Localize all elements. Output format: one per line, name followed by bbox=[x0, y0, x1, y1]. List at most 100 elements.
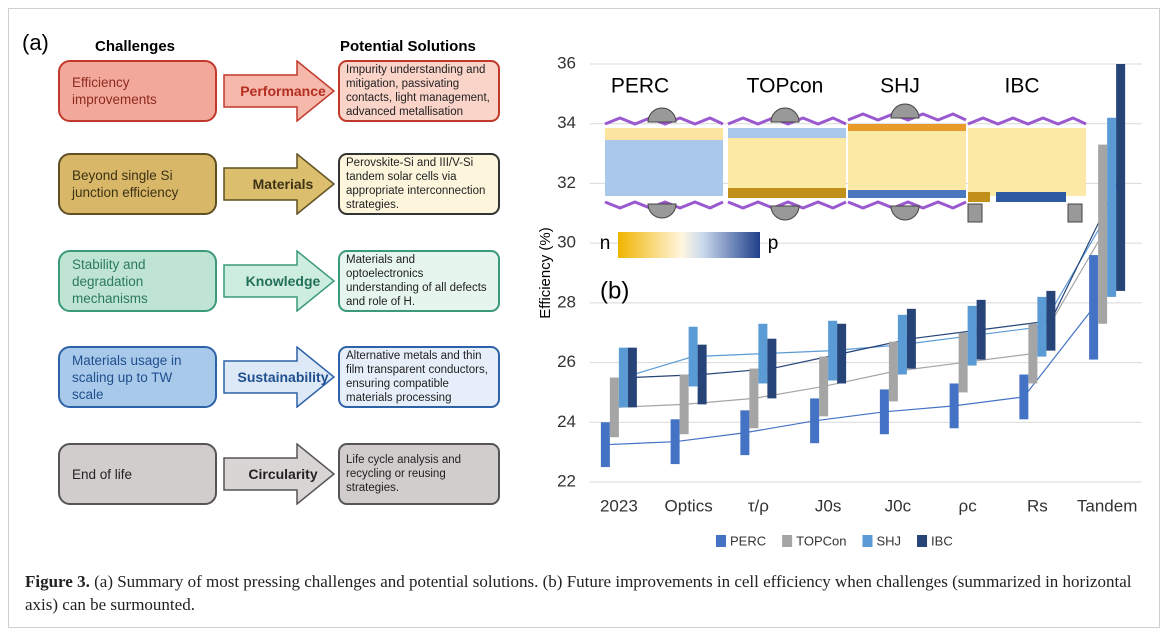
bar bbox=[1116, 64, 1126, 291]
legend-swatch bbox=[716, 535, 726, 547]
bar bbox=[1098, 144, 1108, 324]
cell-layer bbox=[728, 128, 846, 138]
y-tick-label: 30 bbox=[557, 233, 576, 252]
x-tick-label: Rs bbox=[1027, 496, 1048, 515]
bar bbox=[1019, 374, 1029, 420]
solution-box: Materials and optoelectronics understand… bbox=[338, 250, 500, 312]
inset-label: PERC bbox=[611, 75, 669, 98]
caption-text: (a) Summary of most pressing challenges … bbox=[25, 572, 1132, 614]
trend-line bbox=[954, 396, 1024, 407]
gradient-label: n bbox=[600, 233, 611, 254]
bar bbox=[758, 323, 768, 384]
contact bbox=[890, 103, 920, 119]
y-tick-label: 24 bbox=[557, 412, 576, 431]
arrow-shape bbox=[223, 443, 335, 505]
bar bbox=[749, 368, 759, 429]
trend-line bbox=[814, 411, 885, 422]
trend-line bbox=[684, 397, 754, 405]
challenge-box: End of life bbox=[58, 443, 217, 505]
panel-label: (a) bbox=[22, 30, 49, 55]
bar bbox=[618, 347, 628, 408]
legend: PERC TOPCon SHJ IBC bbox=[716, 533, 953, 548]
bar bbox=[958, 332, 968, 393]
x-tick-label: Tandem bbox=[1077, 496, 1137, 515]
trend-line bbox=[884, 405, 955, 413]
arrow bbox=[223, 153, 335, 215]
trend-line bbox=[753, 385, 824, 399]
y-axis-label: Efficiency (%) bbox=[537, 227, 554, 318]
texture bbox=[727, 200, 847, 210]
column-header: Potential Solutions bbox=[340, 38, 476, 55]
cell-schematics bbox=[604, 103, 1087, 258]
cell-layer bbox=[996, 192, 1066, 202]
panel-label: (b) bbox=[600, 277, 629, 304]
x-tick-label: τ/ρ bbox=[748, 496, 769, 515]
legend-swatch bbox=[862, 535, 873, 547]
arrow-label: Sustainability bbox=[237, 369, 329, 385]
inset-label: SHJ bbox=[880, 75, 920, 98]
arrow bbox=[223, 443, 335, 505]
arrow-shape bbox=[223, 346, 335, 408]
x-tick-label: Optics bbox=[665, 496, 713, 515]
bar bbox=[949, 383, 959, 429]
solution-box: Life cycle analysis and recycling or reu… bbox=[338, 443, 500, 505]
challenge-box: Beyond single Si junction efficiency bbox=[58, 153, 217, 215]
bar bbox=[1107, 117, 1117, 297]
bar bbox=[819, 356, 829, 417]
arrow-shape bbox=[223, 60, 335, 122]
texture bbox=[847, 112, 967, 122]
legend-label: SHJ bbox=[876, 533, 901, 548]
bar bbox=[670, 419, 680, 465]
bar bbox=[967, 305, 977, 366]
bar bbox=[837, 323, 847, 384]
arrow bbox=[223, 60, 335, 122]
arrow-label: Circularity bbox=[248, 466, 318, 482]
trend-line bbox=[823, 370, 894, 388]
solution-box: Perovskite-Si and III/V-Si tandem solar … bbox=[338, 153, 500, 215]
bar bbox=[609, 377, 619, 438]
bar bbox=[828, 320, 838, 381]
arrow-label: Performance bbox=[240, 83, 326, 99]
x-tick-label: 2023 bbox=[600, 496, 638, 515]
cell-layer bbox=[605, 128, 723, 140]
trend-line bbox=[744, 420, 815, 434]
cell-layer bbox=[968, 192, 990, 202]
cell-body bbox=[968, 128, 1086, 196]
arrow-label: Materials bbox=[252, 176, 314, 192]
cell-layer bbox=[848, 124, 966, 131]
bar bbox=[1089, 255, 1099, 360]
caption-label: Figure 3. bbox=[25, 572, 90, 591]
bar bbox=[1037, 296, 1047, 357]
x-tick-label: J0c bbox=[885, 496, 912, 515]
y-tick-label: 34 bbox=[557, 113, 576, 132]
column-header: Challenges bbox=[95, 38, 176, 55]
arrow-label: Knowledge bbox=[245, 273, 321, 289]
bar bbox=[888, 341, 898, 402]
legend-swatch bbox=[917, 535, 928, 547]
bar bbox=[627, 347, 637, 408]
contact bbox=[647, 203, 677, 219]
bar bbox=[810, 398, 820, 444]
contact bbox=[890, 205, 920, 221]
challenge-box: Stability and degradation mechanisms bbox=[58, 250, 217, 312]
y-tick-label: 26 bbox=[557, 352, 576, 371]
bar bbox=[767, 338, 777, 399]
marks bbox=[600, 64, 1126, 468]
caption: Figure 3. (a) Summary of most pressing c… bbox=[25, 570, 1135, 616]
cell-body bbox=[848, 128, 966, 196]
inset-label: IBC bbox=[1004, 75, 1039, 98]
contact bbox=[967, 203, 983, 223]
bar bbox=[679, 374, 689, 435]
y-tick-label: 36 bbox=[557, 53, 576, 72]
x-tick-label: J0s bbox=[815, 496, 841, 515]
contact bbox=[770, 107, 800, 123]
contact bbox=[647, 107, 677, 123]
figure-frame bbox=[8, 8, 1160, 628]
x-tick-label: ρc bbox=[959, 496, 978, 515]
legend-swatch bbox=[782, 535, 793, 547]
trend-line bbox=[605, 441, 676, 446]
legend-label: IBC bbox=[931, 533, 953, 548]
contact bbox=[1067, 203, 1083, 223]
